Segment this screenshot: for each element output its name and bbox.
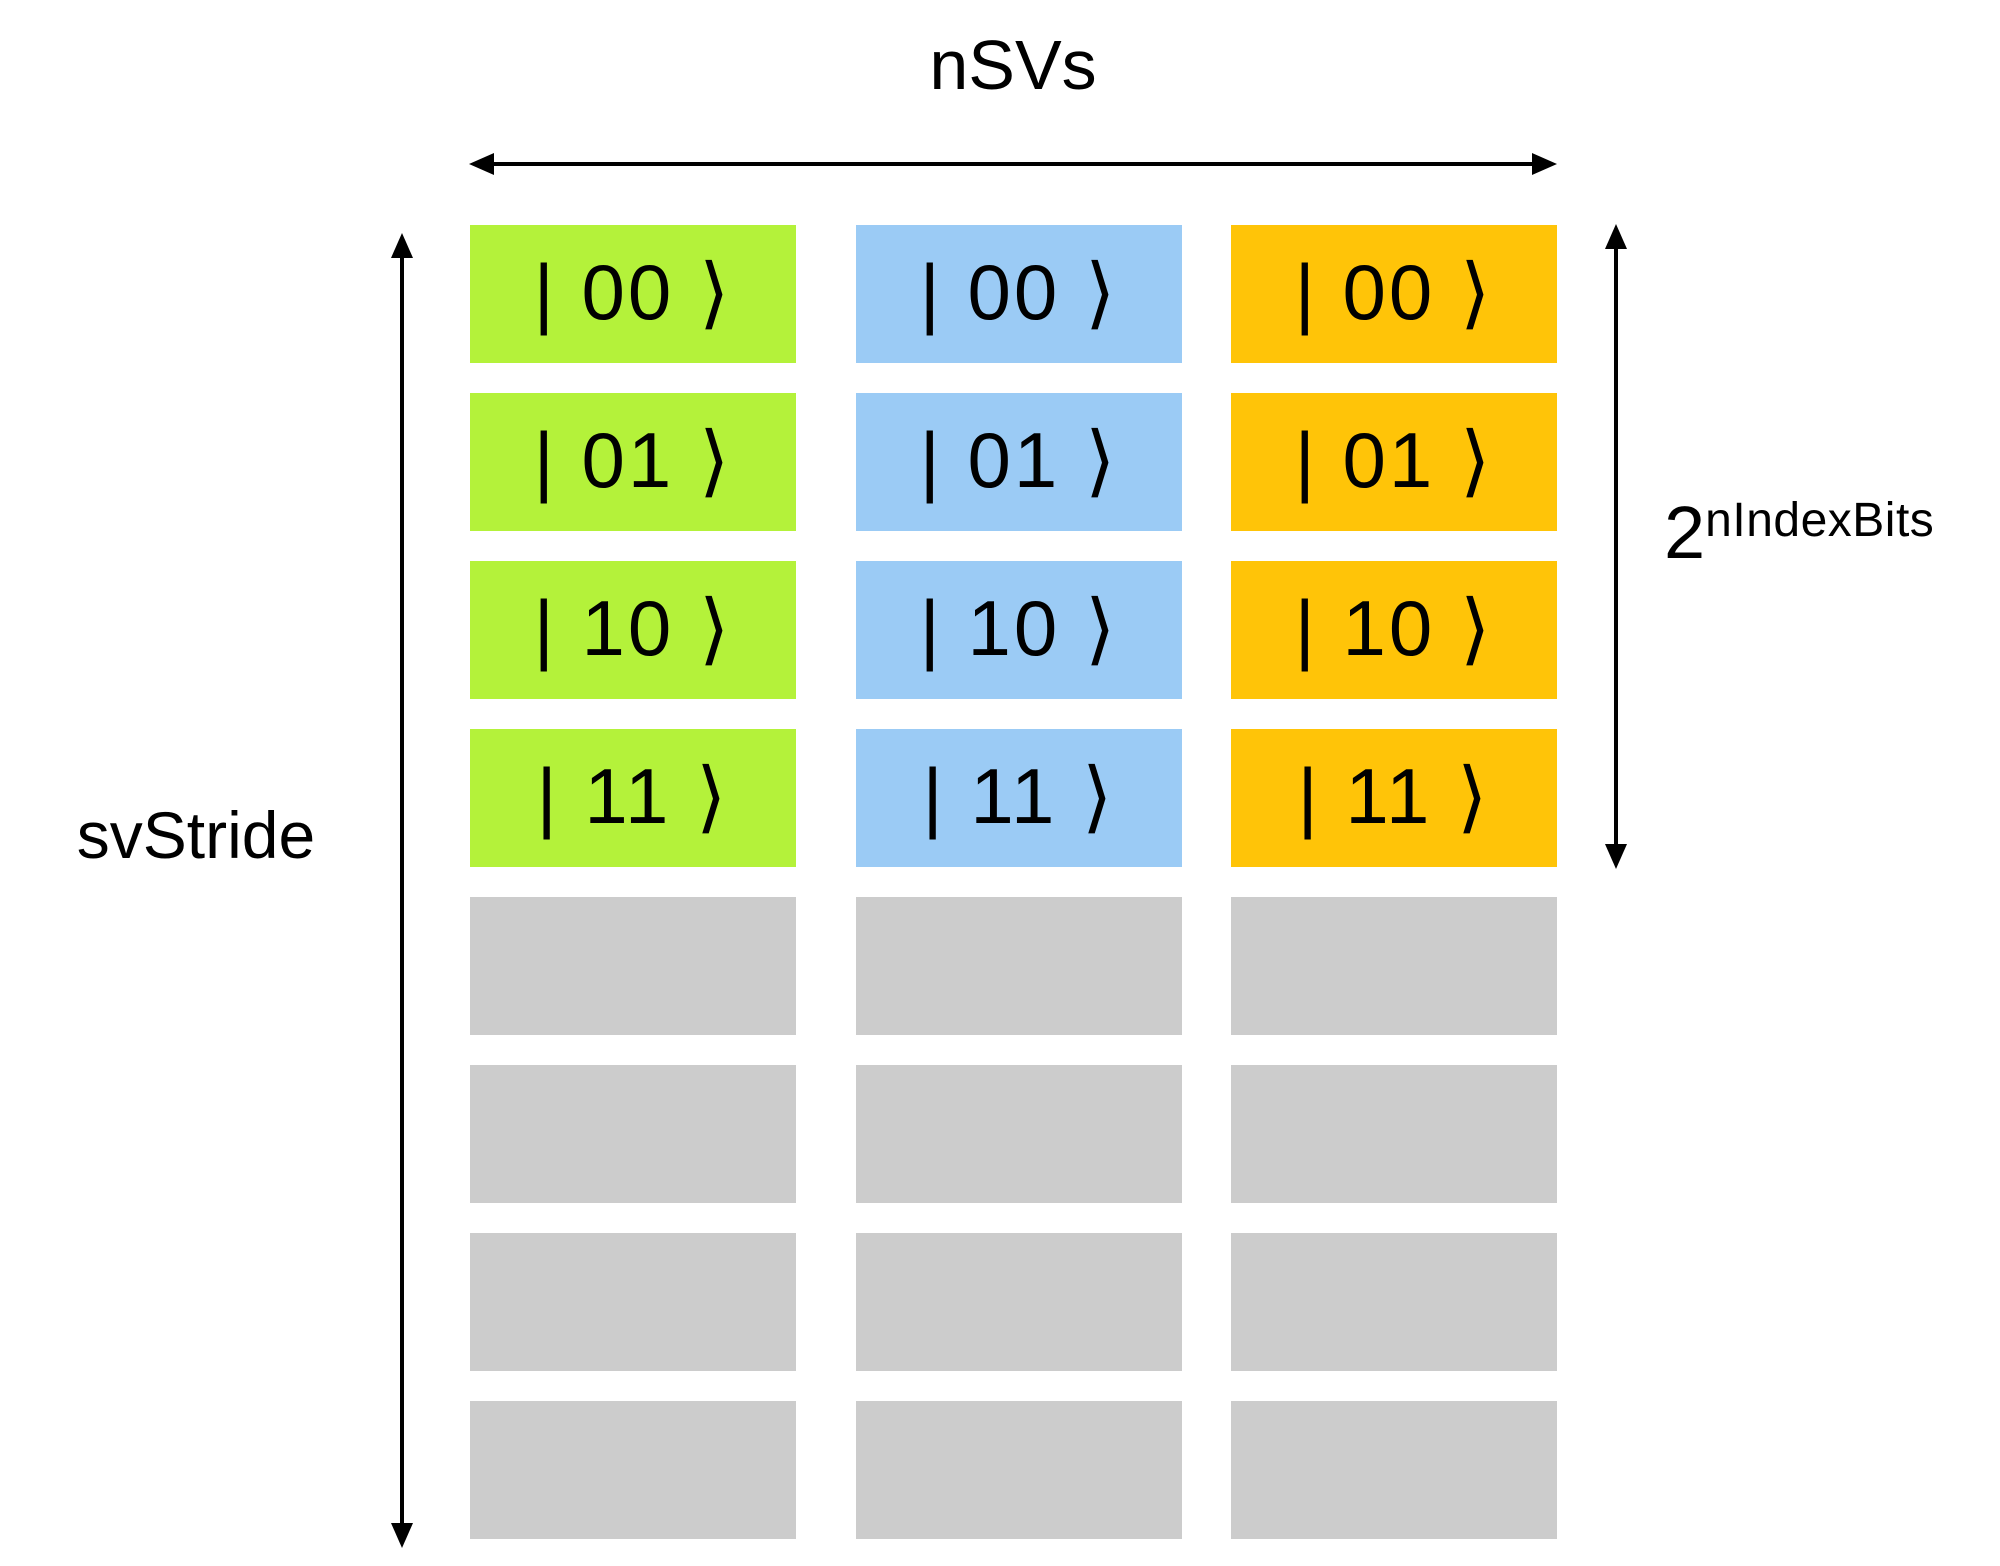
- empty-cell: [470, 897, 796, 1035]
- empty-cell: [470, 1401, 796, 1539]
- ket-cell-01: | 01 ⟩: [856, 393, 1182, 531]
- ket-cell-10: | 10 ⟩: [856, 561, 1182, 699]
- empty-cell: [856, 1065, 1182, 1203]
- ket-label: | 00 ⟩: [1294, 248, 1494, 336]
- ket-label: | 10 ⟩: [1294, 584, 1494, 672]
- empty-cell: [856, 897, 1182, 1035]
- empty-cell: [1231, 1233, 1557, 1371]
- ket-label: | 00 ⟩: [919, 248, 1119, 336]
- ket-cell-10: | 10 ⟩: [1231, 561, 1557, 699]
- ket-cell-11: | 11 ⟩: [856, 729, 1182, 867]
- ket-cell-00: | 00 ⟩: [856, 225, 1182, 363]
- ket-label: | 10 ⟩: [919, 584, 1119, 672]
- ket-label: | 01 ⟩: [919, 416, 1119, 504]
- nsvs-label: nSVs: [929, 26, 1097, 104]
- ket-cell-00: | 00 ⟩: [1231, 225, 1557, 363]
- state-vector-column-1: | 00 ⟩ | 01 ⟩ | 10 ⟩ | 11 ⟩: [856, 225, 1182, 1539]
- empty-cell: [856, 1233, 1182, 1371]
- state-vector-column-2: | 00 ⟩ | 01 ⟩ | 10 ⟩ | 11 ⟩: [1231, 225, 1557, 1539]
- ket-label: | 10 ⟩: [533, 584, 733, 672]
- nindexbits-base: 2: [1664, 491, 1706, 574]
- empty-cell: [470, 1233, 796, 1371]
- nindexbits-extent-arrow: [1605, 224, 1627, 869]
- svstride-label: svStride: [76, 798, 316, 872]
- empty-cell: [1231, 1401, 1557, 1539]
- empty-cell: [470, 1065, 796, 1203]
- ket-cell-11: | 11 ⟩: [1231, 729, 1557, 867]
- ket-cell-10: | 10 ⟩: [470, 561, 796, 699]
- ket-cell-01: | 01 ⟩: [470, 393, 796, 531]
- ket-label: | 01 ⟩: [533, 416, 733, 504]
- ket-cell-11: | 11 ⟩: [470, 729, 796, 867]
- empty-cell: [856, 1401, 1182, 1539]
- state-vector-column-0: | 00 ⟩ | 01 ⟩ | 10 ⟩ | 11 ⟩: [470, 225, 796, 1539]
- nsvs-extent-arrow: [469, 153, 1557, 175]
- ket-label: | 01 ⟩: [1294, 416, 1494, 504]
- svstride-extent-arrow: [391, 233, 413, 1548]
- empty-cell: [1231, 897, 1557, 1035]
- empty-cell: [1231, 1065, 1557, 1203]
- ket-cell-01: | 01 ⟩: [1231, 393, 1557, 531]
- nindexbits-superscript: nIndexBits: [1705, 494, 1935, 547]
- ket-label: | 11 ⟩: [536, 752, 730, 840]
- ket-label: | 11 ⟩: [1297, 752, 1491, 840]
- nindexbits-label: 2nIndexBits: [1664, 496, 1934, 570]
- ket-label: | 00 ⟩: [533, 248, 733, 336]
- ket-cell-00: | 00 ⟩: [470, 225, 796, 363]
- ket-label: | 11 ⟩: [922, 752, 1116, 840]
